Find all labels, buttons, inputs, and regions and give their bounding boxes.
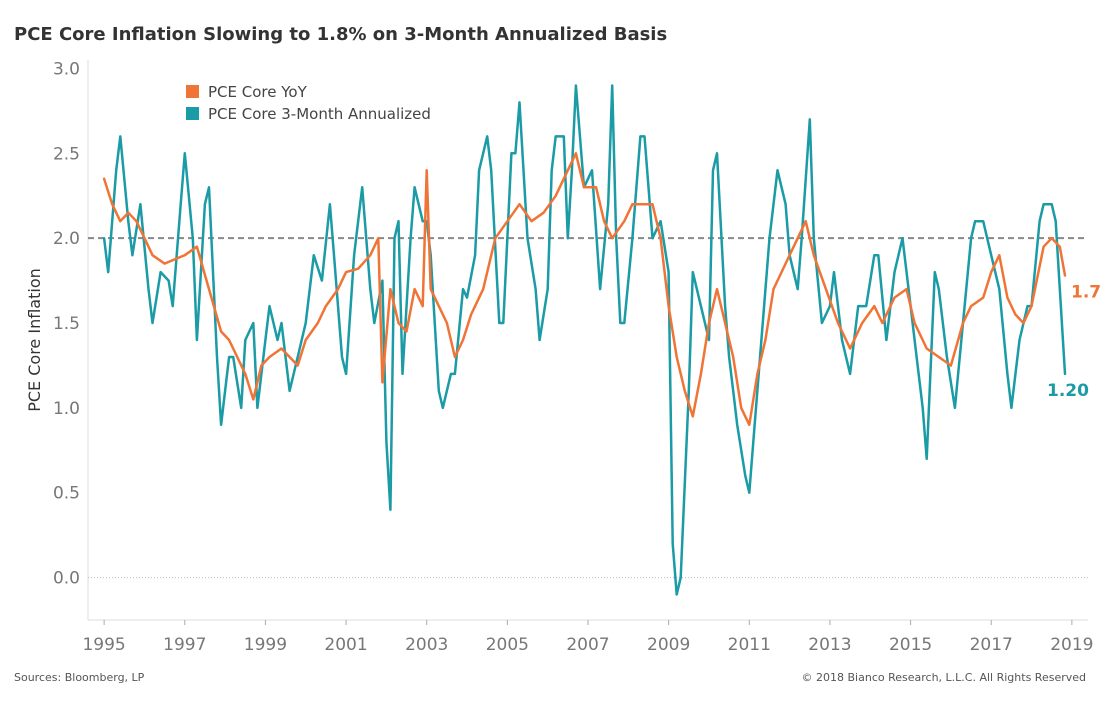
x-tick-label-12: 2019	[1050, 635, 1093, 655]
chart-title: PCE Core Inflation Slowing to 1.8% on 3-…	[14, 24, 667, 45]
x-tick-label-0: 1995	[82, 635, 125, 655]
x-tick-label-6: 2007	[566, 635, 609, 655]
legend-label-1: PCE Core 3-Month Annualized	[208, 105, 431, 123]
x-tick-label-5: 2005	[486, 635, 529, 655]
y-tick-label-3: 1.5	[53, 314, 80, 334]
series-line-pce-core-3m-annualized	[102, 84, 1067, 596]
y-tick-label-1: 0.5	[53, 484, 80, 504]
legend: PCE Core YoY PCE Core 3-Month Annualized	[186, 83, 431, 123]
copyright-note: © 2018 Bianco Research, L.L.C. All Right…	[802, 671, 1086, 684]
y-tick-label-4: 2.0	[53, 229, 80, 249]
legend-label-0: PCE Core YoY	[208, 83, 308, 101]
end-label-pce-core-3m-annualized: 1.20	[1047, 381, 1089, 401]
x-tick-label-1: 1997	[163, 635, 206, 655]
x-tick-label-7: 2009	[647, 635, 690, 655]
x-tick-label-3: 2001	[324, 635, 367, 655]
y-tick-label-5: 2.5	[53, 144, 80, 164]
y-tick-label-2: 1.0	[53, 399, 80, 419]
series-line-pce-core-yoy	[102, 152, 1067, 427]
x-tick-label-11: 2017	[970, 635, 1013, 655]
end-label-pce-core-yoy: 1.78	[1071, 283, 1100, 303]
y-axis-label: PCE Core Inflation	[25, 268, 44, 412]
y-tick-label-0: 0.0	[53, 569, 80, 589]
x-tick-label-9: 2013	[808, 635, 851, 655]
x-tick-label-10: 2015	[889, 635, 932, 655]
x-tick-label-8: 2011	[728, 635, 771, 655]
x-tick-label-4: 2003	[405, 635, 448, 655]
plot-area: 0.0 0.5 1.0 1.5 2.0 2.5 3.0 1995 1997 1999 2001 200…	[53, 59, 1100, 655]
legend-swatch-0	[186, 85, 199, 98]
legend-swatch-1	[186, 107, 199, 120]
y-tick-label-6: 3.0	[53, 59, 80, 79]
x-tick-label-2: 1999	[244, 635, 287, 655]
source-note: Sources: Bloomberg, LP	[14, 671, 145, 684]
